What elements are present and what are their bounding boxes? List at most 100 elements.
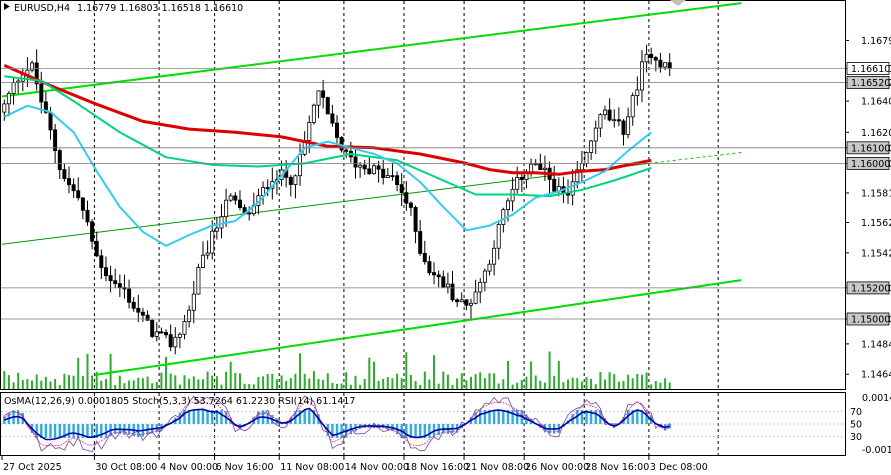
volume-bar xyxy=(553,375,556,389)
volume-bar xyxy=(580,381,583,389)
candle xyxy=(85,200,90,226)
candle-body xyxy=(593,127,598,142)
candle xyxy=(67,166,72,194)
candle-body xyxy=(362,164,367,170)
osma-bar xyxy=(580,410,584,424)
osma-bar xyxy=(668,424,671,429)
volume-bar xyxy=(539,380,542,389)
osma-bar xyxy=(483,410,487,424)
osma-bar xyxy=(95,424,98,438)
volume-bar xyxy=(271,373,274,389)
candle-body xyxy=(431,272,436,276)
candle xyxy=(311,103,316,125)
volume-bar xyxy=(317,378,320,389)
volume-bar xyxy=(128,380,131,389)
candle xyxy=(519,172,524,193)
volume-bar xyxy=(359,384,362,389)
candle xyxy=(228,193,233,202)
volume-bar xyxy=(137,377,140,389)
candle-body xyxy=(247,212,252,215)
volume-bar xyxy=(613,374,616,389)
candle-body xyxy=(640,61,645,91)
osma-bar xyxy=(81,424,85,438)
osma-bar xyxy=(298,410,302,424)
candle-body xyxy=(163,331,168,336)
volume-bar xyxy=(516,382,519,389)
volume-bar xyxy=(44,376,47,389)
osma-bar xyxy=(636,410,639,424)
time-tick-label: 28 Nov 16:00 xyxy=(585,462,649,473)
candle-body xyxy=(62,169,67,180)
candle-body xyxy=(67,178,72,186)
candle xyxy=(173,327,178,355)
price-tag-box xyxy=(846,62,890,75)
candle-body xyxy=(154,331,159,337)
volume-bar xyxy=(650,384,653,389)
osma-bar xyxy=(308,410,311,424)
candle-body xyxy=(353,156,358,168)
candle xyxy=(200,241,205,268)
candle xyxy=(649,47,654,65)
candle-body xyxy=(575,169,580,183)
candle-body xyxy=(653,57,658,61)
candle xyxy=(62,163,67,182)
candle xyxy=(214,217,219,240)
time-tick-label: 6 Nov 16:00 xyxy=(216,462,274,473)
candle xyxy=(376,160,381,183)
candle-body xyxy=(450,283,455,301)
candle-body xyxy=(6,93,11,105)
volume-bar xyxy=(479,372,482,389)
candle xyxy=(542,155,547,182)
price-panel-frame xyxy=(0,0,846,390)
oscillator-panel-frame xyxy=(0,392,846,456)
volume-bar xyxy=(40,380,43,389)
candle-body xyxy=(584,152,589,164)
volume-bar xyxy=(178,384,181,389)
candle-body xyxy=(436,274,441,278)
candle xyxy=(482,268,487,292)
volume-bar xyxy=(451,384,454,389)
candle xyxy=(154,322,159,342)
candle-body xyxy=(39,83,44,103)
candle-body xyxy=(515,176,520,190)
volume-bar xyxy=(488,373,491,389)
price-tag-box xyxy=(846,141,890,155)
candle xyxy=(168,324,173,352)
price-tick-label: 1.14840 xyxy=(861,339,891,350)
volume-bar xyxy=(165,356,167,389)
candle xyxy=(53,124,58,164)
candle xyxy=(233,192,238,205)
volume-bar xyxy=(289,378,292,389)
candle-body xyxy=(612,119,617,122)
volume-bar xyxy=(183,375,186,389)
volume-bar xyxy=(225,371,228,389)
candle-body xyxy=(459,299,464,303)
candle xyxy=(455,298,460,307)
osma-bar xyxy=(58,424,61,438)
volume-bar xyxy=(654,381,657,389)
chart-shift-marker[interactable] xyxy=(670,0,686,6)
volume-bar xyxy=(534,375,537,389)
volume-bar xyxy=(525,376,528,389)
volume-bar xyxy=(280,375,283,389)
candle-body xyxy=(542,167,547,170)
candle-body xyxy=(205,252,210,256)
candle xyxy=(478,278,483,304)
volume-bar xyxy=(72,375,75,389)
time-tick-label: 14 Nov 00:00 xyxy=(345,462,409,473)
volume-bar xyxy=(354,375,357,389)
candle-body xyxy=(237,199,242,209)
indicator-header: OsMA(12,26,9) 0.0001805 Stoch(5,3,3) 53.… xyxy=(4,396,355,407)
candle-body xyxy=(108,275,113,282)
osma-bar xyxy=(488,410,491,424)
price-tag-box xyxy=(846,312,890,326)
candle-body xyxy=(99,255,104,269)
osma-bar xyxy=(104,424,108,438)
candle xyxy=(237,190,242,211)
candle xyxy=(136,294,141,323)
osma-bar xyxy=(197,410,200,424)
candle-body xyxy=(297,153,302,177)
osma-bar xyxy=(35,424,38,438)
volume-bar xyxy=(331,382,334,389)
candle-body xyxy=(200,254,205,268)
